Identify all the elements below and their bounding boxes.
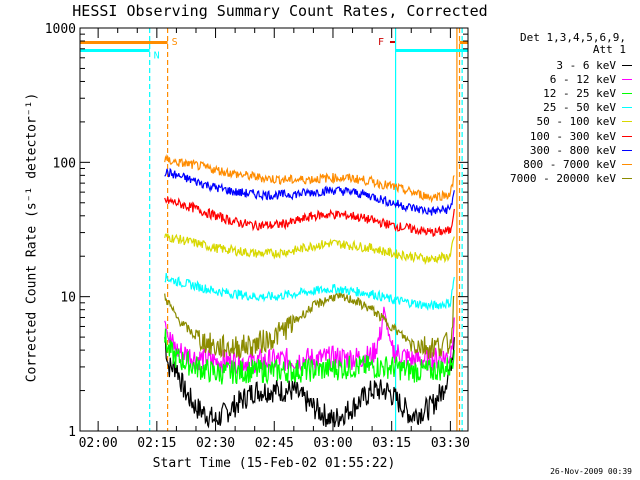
legend-header-attenuator: Att 1 xyxy=(592,43,626,56)
legend-entry: 12 - 25 keV xyxy=(510,86,632,100)
legend-swatch xyxy=(622,135,632,137)
legend-entry: 50 - 100 keV xyxy=(510,115,632,129)
legend-swatch xyxy=(622,121,632,123)
y-tick-label: 1 xyxy=(68,425,76,440)
series-line-12-25-kev xyxy=(164,328,455,385)
y-tick-label: 10 xyxy=(60,291,76,306)
legend-label: 50 - 100 keV xyxy=(536,115,616,129)
legend-label: 300 - 800 keV xyxy=(529,143,616,157)
annotation-n: N xyxy=(154,50,160,61)
x-tick-label: 02:15 xyxy=(137,436,176,451)
legend-label: 6 - 12 keV xyxy=(549,72,616,86)
y-tick-label: 1000 xyxy=(45,22,76,37)
x-axis-title: Start Time (15-Feb-02 01:55:22) xyxy=(152,456,396,471)
legend-swatch xyxy=(622,178,632,180)
legend-label: 3 - 6 keV xyxy=(556,58,616,72)
series-line-100-300-kev xyxy=(164,196,455,237)
legend-swatch xyxy=(622,92,632,94)
x-tick-label: 03:30 xyxy=(431,436,470,451)
legend-entry: 3 - 6 keV xyxy=(510,58,632,72)
x-tick-label: 03:00 xyxy=(313,436,352,451)
legend-label: 7000 - 20000 keV xyxy=(510,172,616,186)
legend-swatch xyxy=(622,78,632,80)
legend-label: 800 - 7000 keV xyxy=(523,157,616,171)
legend-entry: 6 - 12 keV xyxy=(510,72,632,86)
x-tick-label: 02:45 xyxy=(255,436,294,451)
x-tick-label: 02:00 xyxy=(79,436,118,451)
series-line-50-100-kev xyxy=(164,233,455,266)
series-line-3-6-kev xyxy=(164,337,455,429)
series-line-7000-20000-kev xyxy=(164,292,455,360)
annotation-f-marker xyxy=(389,41,395,44)
series-line-25-50-kev xyxy=(164,272,455,312)
chart-title: HESSI Observing Summary Count Rates, Cor… xyxy=(72,2,488,20)
legend-entry: 800 - 7000 keV xyxy=(510,157,632,171)
x-tick-label: 03:15 xyxy=(372,436,411,451)
legend-entry: 25 - 50 keV xyxy=(510,101,632,115)
legend-swatch xyxy=(622,64,632,66)
legend-swatch xyxy=(622,149,632,151)
y-axis-title: Corrected Count Rate (s⁻¹ detector⁻¹) xyxy=(24,92,40,383)
legend-label: 12 - 25 keV xyxy=(543,86,616,100)
legend-label: 25 - 50 keV xyxy=(543,101,616,115)
x-tick-label: 02:30 xyxy=(196,436,235,451)
legend-swatch xyxy=(622,163,632,165)
legend-swatch xyxy=(622,107,632,109)
legend-label: 100 - 300 keV xyxy=(529,129,616,143)
legend-header-detectors: Det 1,3,4,5,6,9, xyxy=(520,31,626,44)
legend-entry: 100 - 300 keV xyxy=(510,129,632,143)
legend-entry: 300 - 800 keV xyxy=(510,143,632,157)
footer-timestamp: 26-Nov-2009 00:39 xyxy=(550,467,632,476)
y-tick-label: 100 xyxy=(53,156,76,171)
legend-entry: 7000 - 20000 keV xyxy=(510,172,632,186)
annotation-s: S xyxy=(172,37,178,48)
series-line-6-12-kev xyxy=(164,306,455,374)
series-line-800-7000-kev xyxy=(164,154,455,204)
series-line-300-800-kev xyxy=(164,167,455,216)
annotation-f: F xyxy=(378,37,384,48)
legend: 3 - 6 keV 6 - 12 keV 12 - 25 keV 25 - 50 ke… xyxy=(510,58,632,186)
